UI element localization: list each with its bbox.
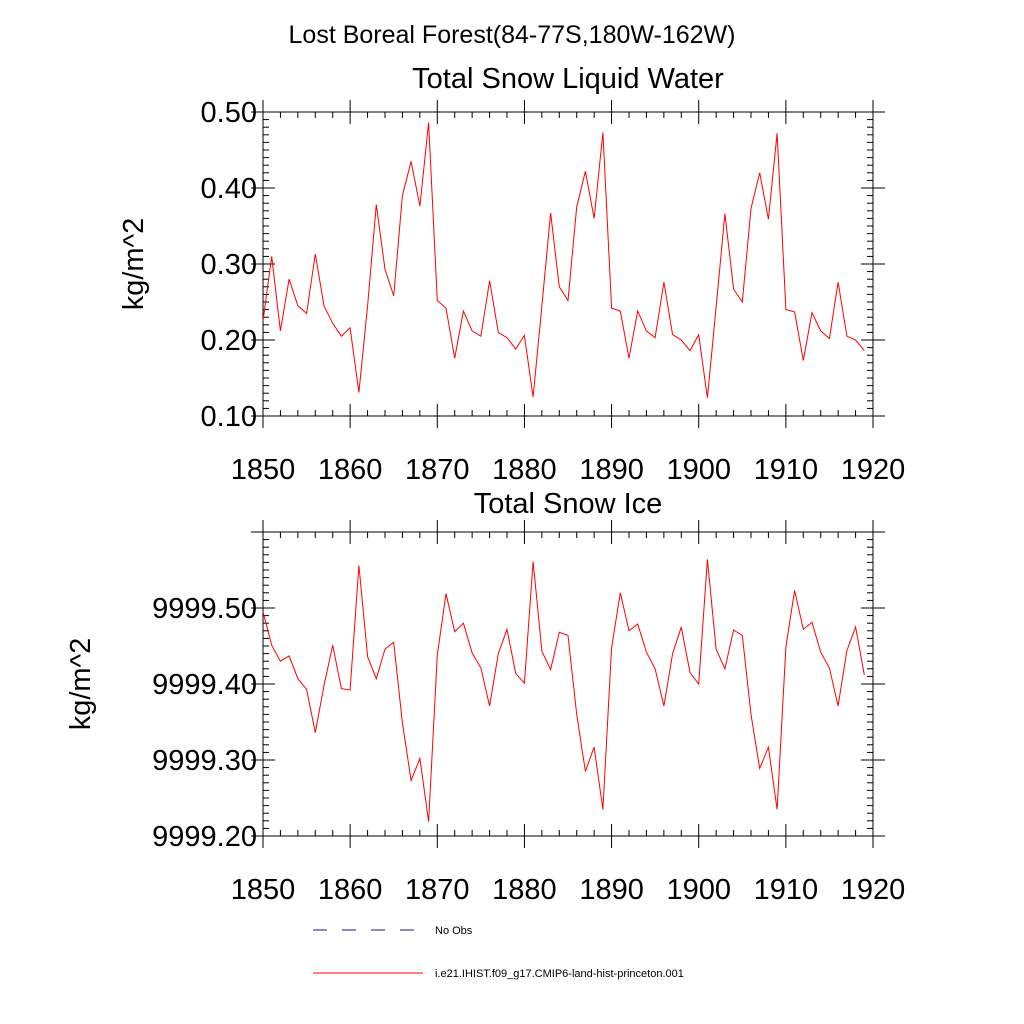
x-tick-label: 1880 [492,874,557,906]
x-axis-ticks-snow-ice: 1850 1860 1870 1880 1890 1900 1910 1920 [231,520,906,906]
x-tick-label: 1920 [841,454,906,486]
x-tick-label: 1850 [231,454,296,486]
x-tick-label: 1860 [318,454,383,486]
series-line [262,122,865,398]
legend: No Obs i.e21.IHIST.f09_g17.CMIP6-land-hi… [313,925,684,980]
x-tick-label: 1890 [579,454,644,486]
y-axis-label-liquid-water: kg/m^2 [118,218,150,311]
x-tick-label: 1910 [754,874,819,906]
x-tick-label: 1870 [405,454,470,486]
x-tick-label: 1900 [666,454,731,486]
figure-suptitle: Lost Boreal Forest(84-77S,180W-162W) [289,21,736,49]
panel-snow-ice: Total Snow Ice 1850 1860 1870 1880 1890 1900 1… [65,488,905,906]
x-tick-label: 1890 [579,874,644,906]
legend-label-model-run: i.e21.IHIST.f09_g17.CMIP6-land-hist-prin… [435,968,684,980]
y-axis-ticks-snow-ice: 9999.20 9999.30 9999.40 9999.50 [152,531,885,853]
x-tick-label: 1920 [841,874,906,906]
y-tick-label: 9999.40 [152,669,257,701]
series-line [262,559,865,822]
panel-title-snow-liquid-water: Total Snow Liquid Water [412,63,724,95]
plot-frame-snow-ice [262,531,874,837]
series-group-snow-ice [262,559,865,822]
y-tick-label: 9999.30 [152,745,257,777]
y-tick-label: 9999.20 [152,821,257,853]
series-group-liquid-water [262,122,865,398]
plot-frame-liquid-water [262,111,874,417]
y-axis-ticks-liquid-water: 0.10 0.20 0.30 0.40 0.50 [201,97,885,433]
x-tick-label: 1910 [754,454,819,486]
y-tick-label: 0.20 [201,325,257,357]
x-axis-ticks-liquid-water: 1850 1860 1870 1880 1890 1900 1910 1920 [231,100,906,486]
panel-title-snow-ice: Total Snow Ice [474,488,663,520]
legend-label-no-obs: No Obs [435,925,473,937]
panel-snow-liquid-water: Total Snow Liquid Water 1850 1860 1870 1880… [118,63,905,486]
x-tick-label: 1870 [405,874,470,906]
x-tick-label: 1860 [318,874,383,906]
y-tick-label: 0.50 [201,97,257,129]
y-axis-label-snow-ice: kg/m^2 [65,638,97,731]
x-tick-label: 1850 [231,874,296,906]
y-tick-label: 9999.50 [152,593,257,625]
x-tick-label: 1880 [492,454,557,486]
x-tick-label: 1900 [666,874,731,906]
y-tick-label: 0.40 [201,173,257,205]
y-tick-label: 0.30 [201,249,257,281]
y-tick-label: 0.10 [201,401,257,433]
